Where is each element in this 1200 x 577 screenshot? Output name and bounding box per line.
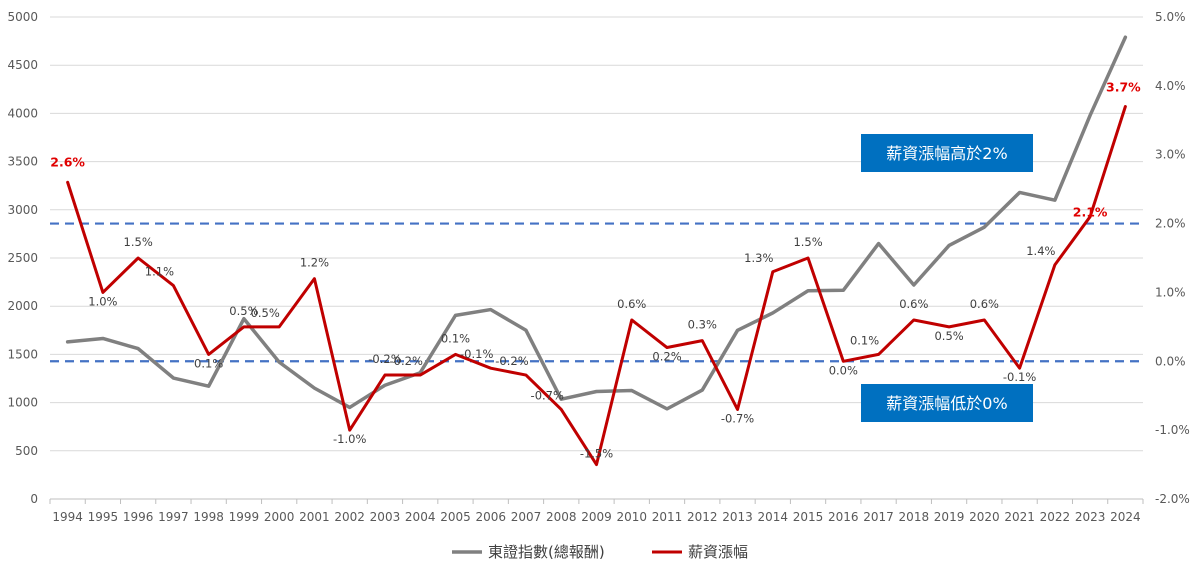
wage-data-label: -0.1% <box>460 347 493 361</box>
legend: 東證指數(總報酬) 薪資漲幅 <box>452 543 748 561</box>
x-tick-label: 2008 <box>546 510 577 524</box>
wage-data-label: 0.5% <box>229 304 258 318</box>
annotation-text: 薪資漲幅高於2% <box>886 144 1007 163</box>
left-tick-label: 2500 <box>7 251 38 265</box>
legend-label-wage: 薪資漲幅 <box>688 543 748 561</box>
x-tick-label: 2023 <box>1075 510 1106 524</box>
x-tick-label: 2018 <box>899 510 930 524</box>
left-tick-label: 1000 <box>7 396 38 410</box>
x-tick-label: 1994 <box>52 510 83 524</box>
wage-data-label: 1.5% <box>793 235 822 249</box>
wage-data-label-highlight: 2.1% <box>1073 205 1108 220</box>
right-tick-label: 5.0% <box>1155 10 1186 24</box>
wage-data-label: 1.5% <box>124 235 153 249</box>
right-tick-label: 1.0% <box>1155 285 1186 299</box>
x-tick-label: 1999 <box>229 510 260 524</box>
annotation-text: 薪資漲幅低於0% <box>886 394 1007 413</box>
right-tick-label: 3.0% <box>1155 148 1186 162</box>
wage-data-label: 0.5% <box>934 329 963 343</box>
x-tick-label: 2015 <box>793 510 824 524</box>
legend-label-index: 東證指數(總報酬) <box>488 543 605 561</box>
wage-data-label: 0.1% <box>441 331 470 345</box>
left-axis-ticks: 0 500 1000 1500 2000 2500 3000 3500 4000 4500 5000 <box>7 10 38 506</box>
annotation-box <box>861 134 1033 172</box>
wage-data-label: 0.6% <box>899 297 928 311</box>
gridlines <box>50 16 1143 500</box>
wage-data-label: 0.5% <box>251 306 280 320</box>
wage-data-label: 0.2% <box>652 350 681 364</box>
wage-data-label: 0.1% <box>850 333 879 347</box>
right-tick-label: 0.0% <box>1155 354 1186 368</box>
x-tick-label: 1995 <box>88 510 119 524</box>
x-tick-label: 1997 <box>158 510 189 524</box>
x-tick-label: 2024 <box>1110 510 1141 524</box>
wage-data-label: 0.0% <box>829 363 858 377</box>
wage-data-label: -0.7% <box>721 411 754 425</box>
wage-data-label: -1.5% <box>580 447 613 461</box>
data-labels: 2.6%1.0%1.5%1.1%0.1%0.5%0.5%1.2%-1.0%-0.… <box>50 80 1141 461</box>
x-tick-label: 2011 <box>652 510 683 524</box>
left-tick-label: 4500 <box>7 58 38 72</box>
x-tick-label: 2001 <box>299 510 330 524</box>
wage-data-label: 0.6% <box>617 297 646 311</box>
left-tick-label: 500 <box>15 444 38 458</box>
x-tick-label: 1996 <box>123 510 154 524</box>
wage-data-label-highlight: 2.6% <box>50 154 85 169</box>
right-tick-label: 4.0% <box>1155 79 1186 93</box>
x-tick-label: 2010 <box>616 510 647 524</box>
wage-data-label: 1.1% <box>145 265 174 279</box>
wage-data-label: 1.2% <box>300 256 329 270</box>
x-tick-label: 2014 <box>758 510 789 524</box>
wage-data-label-highlight: 3.7% <box>1106 80 1141 95</box>
right-tick-label: 2.0% <box>1155 217 1186 231</box>
wage-data-label: 1.0% <box>88 294 117 308</box>
wage-data-label: -0.1% <box>1003 370 1036 384</box>
x-tick-label: 2012 <box>687 510 718 524</box>
left-tick-label: 2000 <box>7 299 38 313</box>
x-tick-label: 2020 <box>969 510 1000 524</box>
left-tick-label: 4000 <box>7 106 38 120</box>
wage-data-label: -0.7% <box>531 388 564 402</box>
annotation-boxes: 薪資漲幅高於2% 薪資漲幅低於0% <box>861 134 1033 422</box>
wage-data-label: -0.2% <box>368 352 401 366</box>
wage-data-label: 0.1% <box>194 356 223 370</box>
x-tick-label: 2017 <box>863 510 894 524</box>
wage-data-label: -0.2% <box>495 354 528 368</box>
wage-data-label: -1.0% <box>333 432 366 446</box>
left-tick-label: 5000 <box>7 10 38 24</box>
right-axis-ticks: -2.0% -1.0% 0.0% 1.0% 2.0% 3.0% 4.0% 5.0% <box>1155 10 1190 506</box>
left-tick-label: 3500 <box>7 155 38 169</box>
x-tick-label: 2007 <box>511 510 542 524</box>
wage-data-label: 0.6% <box>970 297 999 311</box>
wage-data-label: 1.4% <box>1026 244 1055 258</box>
wage-data-label: -0.2% <box>390 354 423 368</box>
data-points <box>67 37 1126 465</box>
x-tick-label: 2004 <box>405 510 436 524</box>
x-tick-label: 2013 <box>722 510 753 524</box>
reference-lines <box>50 222 1143 363</box>
x-tick-label: 2021 <box>1004 510 1035 524</box>
left-tick-label: 0 <box>30 492 38 506</box>
x-axis: 1994 1995 1996 1997 1998 1999 2000 2001 2002 2003… <box>49 498 1144 524</box>
x-tick-label: 2005 <box>440 510 471 524</box>
x-tick-label: 2019 <box>934 510 965 524</box>
x-tick-label: 2000 <box>264 510 295 524</box>
right-tick-label: -2.0% <box>1155 492 1190 506</box>
x-tick-label: 2016 <box>828 510 859 524</box>
x-tick-label: 1998 <box>193 510 224 524</box>
wage-data-label: 1.3% <box>744 251 773 265</box>
x-tick-label: 2002 <box>334 510 365 524</box>
wage-data-label: 0.3% <box>688 318 717 332</box>
x-tick-label: 2003 <box>370 510 401 524</box>
x-tick-label: 2009 <box>581 510 612 524</box>
left-tick-label: 1500 <box>7 347 38 361</box>
x-tick-label: 2022 <box>1040 510 1071 524</box>
x-tick-label: 2006 <box>475 510 506 524</box>
left-tick-label: 3000 <box>7 203 38 217</box>
annotation-box <box>861 384 1033 422</box>
right-tick-label: -1.0% <box>1155 423 1190 437</box>
